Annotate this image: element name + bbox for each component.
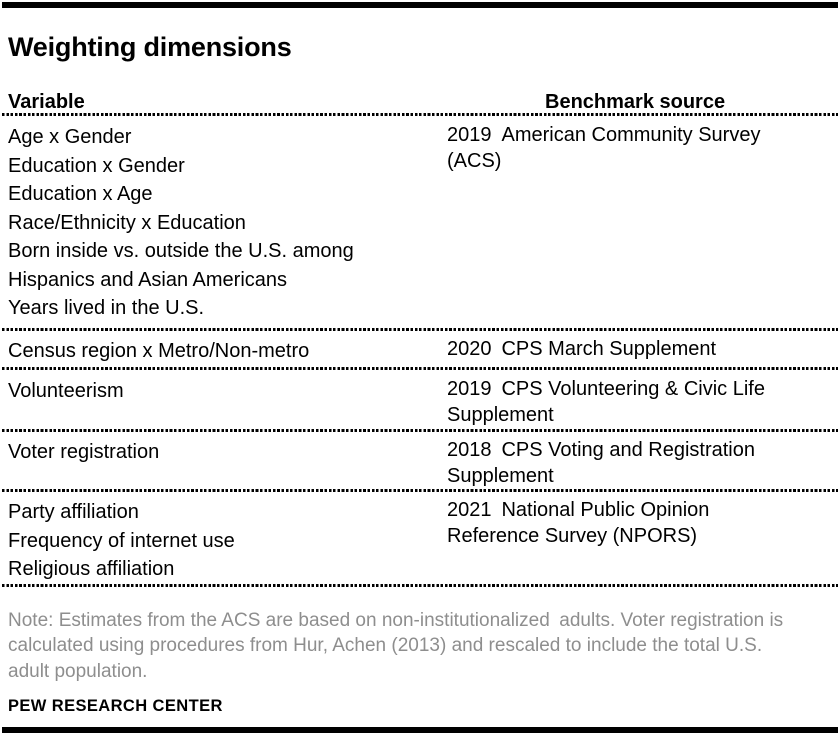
- benchmark-cell: 2019 American Community Survey (ACS): [447, 123, 832, 323]
- variable-label: Education x Age: [8, 183, 153, 205]
- benchmark-cell: 2020 CPS March Supplement: [447, 337, 832, 366]
- note-text: Note: Estimates from the ACS are based o…: [8, 609, 784, 682]
- variable-label: Born inside vs. outside the U.S. among H…: [8, 240, 354, 291]
- row-separator: [2, 327, 838, 331]
- variable-label: Education x Gender: [8, 154, 185, 177]
- header-separator: [2, 113, 838, 116]
- variable-label: Age x Gender: [8, 126, 132, 148]
- variable-label: Frequency of internet use: [8, 529, 235, 552]
- table-bottom-separator: [2, 583, 838, 587]
- variable-label: Voter registration: [8, 441, 160, 463]
- column-header-variable: Variable: [8, 91, 85, 113]
- variable-label: Religious affiliation: [8, 558, 175, 580]
- variable-label: Census region x Metro/Non-metro: [8, 339, 310, 362]
- benchmark-cell: 2018 CPS Voting and Registration Supplem…: [447, 438, 832, 489]
- benchmark-label: 2019 American Community Survey (ACS): [447, 124, 761, 172]
- benchmark-label: 2018 CPS Voting and Registration Supplem…: [447, 439, 755, 487]
- table-row: Party affiliation Frequency of internet …: [0, 492, 840, 584]
- benchmark-label: 2019 CPS Volunteering & Civic Life Suppl…: [447, 378, 765, 426]
- row-separator: [2, 429, 838, 432]
- source-label: PEW RESEARCH CENTER: [8, 697, 223, 715]
- variable-label: Volunteerism: [8, 380, 124, 402]
- variable-cell: Voter registration: [8, 438, 447, 489]
- variable-cell: Age x Gender Education x Gender Educatio…: [8, 123, 447, 323]
- top-rule: [2, 2, 838, 8]
- table-row: Voter registration 2018 CPS Voting and R…: [0, 432, 840, 489]
- variable-cell: Census region x Metro/Non-metro: [8, 337, 447, 366]
- bottom-rule: [2, 727, 838, 733]
- benchmark-label: 2021 National Public Opinion Reference S…: [447, 499, 710, 547]
- variable-cell: Party affiliation Frequency of internet …: [8, 498, 447, 584]
- variable-label: Years lived in the U.S.: [8, 297, 205, 319]
- variable-label: Party affiliation: [8, 501, 139, 523]
- table-header-row: Variable Benchmark source: [0, 91, 840, 113]
- benchmark-label: 2020 CPS March Supplement: [447, 337, 717, 360]
- table-row: Age x Gender Education x Gender Educatio…: [0, 116, 840, 328]
- page-title: Weighting dimensions: [8, 32, 292, 62]
- variable-cell: Volunteerism: [8, 377, 447, 428]
- table-row: Census region x Metro/Non-metro 2020 CPS…: [0, 331, 840, 368]
- row-separator: [2, 489, 838, 492]
- variable-label: Race/Ethnicity x Education: [8, 211, 246, 234]
- benchmark-cell: 2019 CPS Volunteering & Civic Life Suppl…: [447, 377, 832, 428]
- table-row: Volunteerism 2019 CPS Volunteering & Civ…: [0, 370, 840, 429]
- row-separator: [2, 367, 838, 370]
- benchmark-cell: 2021 National Public Opinion Reference S…: [447, 498, 832, 584]
- column-header-benchmark: Benchmark source: [545, 91, 726, 113]
